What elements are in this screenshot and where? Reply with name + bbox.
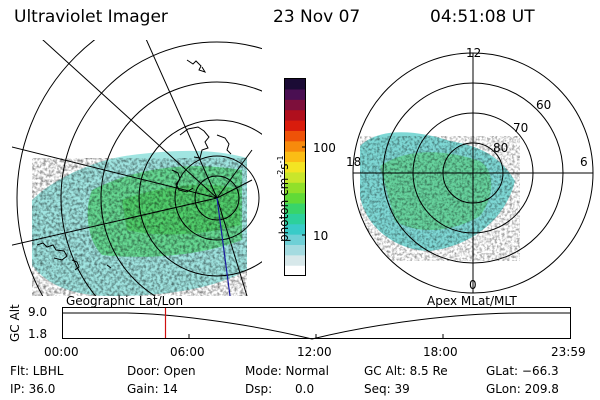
mlt-label-0: 0 (469, 278, 477, 292)
instrument-title: Ultraviolet Imager (14, 7, 168, 27)
colorbar-unit-label: photon cm-2s-1 (276, 155, 291, 242)
glat-info: GLat: −66.3 (486, 364, 559, 378)
colorbar-cell (284, 192, 306, 204)
geographic-map (12, 40, 262, 296)
mode-info: Mode: Normal (245, 364, 329, 378)
geographic-label: Geographic Lat/Lon (66, 294, 184, 308)
apex-grid (352, 52, 594, 294)
colorbar-cell (284, 119, 306, 131)
altitude-ylabel: GC Alt (8, 304, 22, 342)
altitude-xticks-marks (188, 334, 444, 339)
altitude-ytick-bottom: 1.8 (28, 327, 48, 341)
gain-info: Gain: 14 (127, 382, 178, 396)
altitude-ytick-top: 9.0 (28, 305, 48, 319)
colorbar-cell (284, 171, 306, 183)
colorbar-cell (284, 78, 306, 90)
mlt-label-18: 18 (346, 155, 362, 169)
filter-info: Flt: LBHL (10, 364, 64, 378)
geo-latitude-circles (16, 40, 262, 296)
geo-longitude-lines (12, 40, 253, 296)
xtick-1800: 18:00 (423, 345, 458, 359)
colorbar-unit-exp1: -2 (276, 169, 285, 178)
apex-label: Apex MLat/MLT (427, 294, 517, 308)
colorbar (284, 78, 306, 276)
colorbar-tick-10: 10 (313, 229, 329, 243)
mlat-label-80: 80 (493, 141, 509, 155)
colorbar-cell (284, 182, 306, 194)
altitude-plot (62, 307, 571, 340)
mlat-label-60: 60 (536, 98, 552, 112)
colorbar-cell (284, 202, 306, 214)
xtick-2359: 23:59 (551, 345, 586, 359)
mlt-label-12: 12 (466, 46, 482, 60)
colorbar-cell (284, 109, 306, 121)
colorbar-cell (284, 234, 306, 245)
colorbar-unit-text: photon cm (277, 177, 291, 242)
seq-info: Seq: 39 (364, 382, 410, 396)
apex-aurora-emission (360, 132, 520, 261)
time-label: 04:51:08 UT (430, 7, 535, 27)
colorbar-cell (284, 99, 306, 111)
ip-info: IP: 36.0 (10, 382, 56, 396)
sun-direction-line (216, 197, 231, 296)
colorbar-cell (284, 213, 306, 225)
altitude-curve (63, 312, 570, 340)
mlat-label-70: 70 (513, 121, 529, 135)
gc-alt-info: GC Alt: 8.5 Re (364, 364, 448, 378)
colorbar-unit-exp2: -1 (276, 155, 285, 164)
door-info: Door: Open (127, 364, 196, 378)
colorbar-cell (284, 244, 306, 256)
glon-info: GLon: 209.8 (486, 382, 559, 396)
xtick-0600: 06:00 (170, 345, 205, 359)
colorbar-cell (284, 88, 306, 100)
colorbar-cell (284, 140, 306, 152)
colorbar-cell (284, 151, 306, 163)
colorbar-cell (284, 265, 306, 276)
xtick-1200: 12:00 (297, 345, 332, 359)
colorbar-tick-100: 100 (313, 141, 336, 155)
geo-aurora-emission (32, 150, 247, 296)
mlt-label-6: 6 (580, 155, 588, 169)
colorbar-cell (284, 130, 306, 142)
colorbar-cell (284, 223, 306, 235)
colorbar-cell (284, 161, 306, 173)
date-label: 23 Nov 07 (273, 7, 361, 27)
colorbar-unit-mid: s (277, 163, 291, 170)
apex-polar-plot (352, 52, 594, 294)
dsp-info: Dsp: 0.0 (245, 382, 315, 396)
colorbar-cell (284, 254, 306, 266)
xtick-0000: 00:00 (44, 345, 79, 359)
